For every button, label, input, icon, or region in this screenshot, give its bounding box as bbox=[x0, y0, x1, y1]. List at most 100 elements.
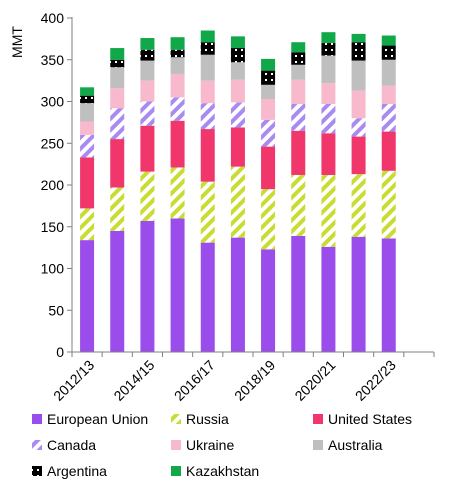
bar-european-union-2014-15 bbox=[140, 220, 155, 352]
bar-australia-2018-19 bbox=[261, 84, 276, 99]
bar-canada-2016-17 bbox=[200, 103, 215, 130]
bar-argentina-2012-13 bbox=[80, 95, 95, 104]
bar-russia-2019-20 bbox=[291, 174, 306, 236]
bar-kazakhstan-2012-13 bbox=[80, 87, 95, 96]
bar-australia-2017-18 bbox=[230, 62, 245, 80]
bar-canada-2019-20 bbox=[291, 104, 306, 131]
x-tick-label: 2012/13 bbox=[50, 357, 97, 404]
bar-russia-2016-17 bbox=[200, 181, 215, 243]
bar-argentina-2016-17 bbox=[200, 42, 215, 55]
bar-united-states-2022-23 bbox=[381, 131, 396, 171]
x-tick-label: 2018/19 bbox=[231, 357, 278, 404]
bar-united-states-2020-21 bbox=[321, 133, 336, 175]
bar-united-states-2013-14 bbox=[110, 139, 125, 188]
bar-canada-2014-15 bbox=[140, 101, 155, 126]
bar-ukraine-2017-18 bbox=[230, 79, 245, 103]
bar-european-union-2022-23 bbox=[381, 238, 396, 352]
y-tick-label: 100 bbox=[41, 261, 65, 277]
bar-united-states-2014-15 bbox=[140, 125, 155, 172]
bar-argentina-2019-20 bbox=[291, 52, 306, 65]
bar-canada-2021-22 bbox=[351, 118, 366, 137]
axes: 0 50 100 150 200 250 300 350 400 2012/13 2014/15 20… bbox=[9, 10, 435, 404]
bar-canada-2017-18 bbox=[230, 102, 245, 128]
bar-russia-2014-15 bbox=[140, 171, 155, 221]
bar-kazakhstan-2020-21 bbox=[321, 32, 336, 44]
y-tick-label: 150 bbox=[41, 219, 65, 235]
bar-australia-2012-13 bbox=[80, 103, 95, 122]
bar-argentina-2018-19 bbox=[261, 70, 276, 85]
bar-argentina-2014-15 bbox=[140, 49, 155, 61]
bar-russia-2018-19 bbox=[261, 189, 276, 250]
bar-canada-2015-16 bbox=[170, 97, 185, 121]
y-tick-label: 350 bbox=[41, 52, 65, 68]
bar-united-states-2018-19 bbox=[261, 146, 276, 190]
bar-australia-2014-15 bbox=[140, 60, 155, 81]
legend-swatch-kazakhstan bbox=[171, 466, 181, 476]
bar-united-states-2016-17 bbox=[200, 129, 215, 182]
bar-australia-2022-23 bbox=[381, 59, 396, 86]
bar-ukraine-2012-13 bbox=[80, 121, 95, 135]
bar-kazakhstan-2021-22 bbox=[351, 33, 366, 43]
bar-kazakhstan-2016-17 bbox=[200, 30, 215, 43]
bar-european-union-2017-18 bbox=[230, 237, 245, 352]
bar-european-union-2021-22 bbox=[351, 236, 366, 352]
bar-kazakhstan-2019-20 bbox=[291, 42, 306, 53]
bar-russia-2013-14 bbox=[110, 187, 125, 231]
bar-european-union-2020-21 bbox=[321, 246, 336, 352]
y-tick-label: 50 bbox=[48, 302, 64, 318]
bar-united-states-2015-16 bbox=[170, 120, 185, 168]
bar-australia-2016-17 bbox=[200, 54, 215, 81]
bar-united-states-2019-20 bbox=[291, 130, 306, 175]
y-tick-label: 250 bbox=[41, 135, 65, 151]
bar-united-states-2021-22 bbox=[351, 136, 366, 175]
y-tick-label: 300 bbox=[41, 94, 65, 110]
bar-ukraine-2018-19 bbox=[261, 99, 276, 120]
bar-australia-2013-14 bbox=[110, 67, 125, 89]
bar-kazakhstan-2022-23 bbox=[381, 35, 396, 46]
bar-european-union-2013-14 bbox=[110, 230, 125, 352]
legend-swatch-ukraine bbox=[171, 440, 181, 450]
legend-label-kazakhstan: Kazakhstan bbox=[186, 463, 259, 479]
bar-russia-2012-13 bbox=[80, 208, 95, 241]
x-tick-label: 2022/23 bbox=[352, 357, 399, 404]
legend-swatch-australia bbox=[313, 440, 323, 450]
y-axis-title: MMT bbox=[9, 26, 25, 58]
bar-ukraine-2016-17 bbox=[200, 80, 215, 104]
bar-canada-2013-14 bbox=[110, 108, 125, 140]
bar-russia-2020-21 bbox=[321, 174, 336, 247]
bar-argentina-2015-16 bbox=[170, 49, 185, 58]
x-tick-label: 2014/15 bbox=[110, 357, 157, 404]
legend-swatch-argentina bbox=[32, 466, 42, 476]
bar-kazakhstan-2013-14 bbox=[110, 48, 125, 60]
legend-label-russia: Russia bbox=[186, 411, 229, 427]
legend-swatch-russia bbox=[171, 414, 181, 424]
bar-australia-2019-20 bbox=[291, 64, 306, 80]
bar-ukraine-2021-22 bbox=[351, 90, 366, 119]
bar-canada-2012-13 bbox=[80, 134, 95, 158]
legend-label-canada: Canada bbox=[47, 437, 96, 453]
bar-european-union-2016-17 bbox=[200, 242, 215, 352]
bar-russia-2022-23 bbox=[381, 170, 396, 239]
bar-european-union-2015-16 bbox=[170, 218, 185, 352]
legend-label-united-states: United States bbox=[328, 411, 412, 427]
bar-russia-2015-16 bbox=[170, 167, 185, 219]
legend-swatch-canada bbox=[32, 440, 42, 450]
y-tick-label: 200 bbox=[41, 177, 65, 193]
x-tick-label: 2020/21 bbox=[291, 357, 338, 404]
bar-canada-2020-21 bbox=[321, 104, 336, 134]
legend: European Union Russia United States Canada U… bbox=[32, 411, 412, 479]
bar-australia-2021-22 bbox=[351, 60, 366, 91]
bar-ukraine-2020-21 bbox=[321, 83, 336, 105]
bar-argentina-2022-23 bbox=[381, 45, 396, 60]
bar-australia-2020-21 bbox=[321, 55, 336, 84]
bar-argentina-2020-21 bbox=[321, 43, 336, 56]
bar-united-states-2012-13 bbox=[80, 157, 95, 209]
bar-united-states-2017-18 bbox=[230, 127, 245, 167]
bar-ukraine-2013-14 bbox=[110, 88, 125, 109]
bar-australia-2015-16 bbox=[170, 57, 185, 74]
bar-european-union-2012-13 bbox=[80, 240, 95, 352]
bar-russia-2021-22 bbox=[351, 174, 366, 237]
bar-argentina-2017-18 bbox=[230, 48, 245, 63]
